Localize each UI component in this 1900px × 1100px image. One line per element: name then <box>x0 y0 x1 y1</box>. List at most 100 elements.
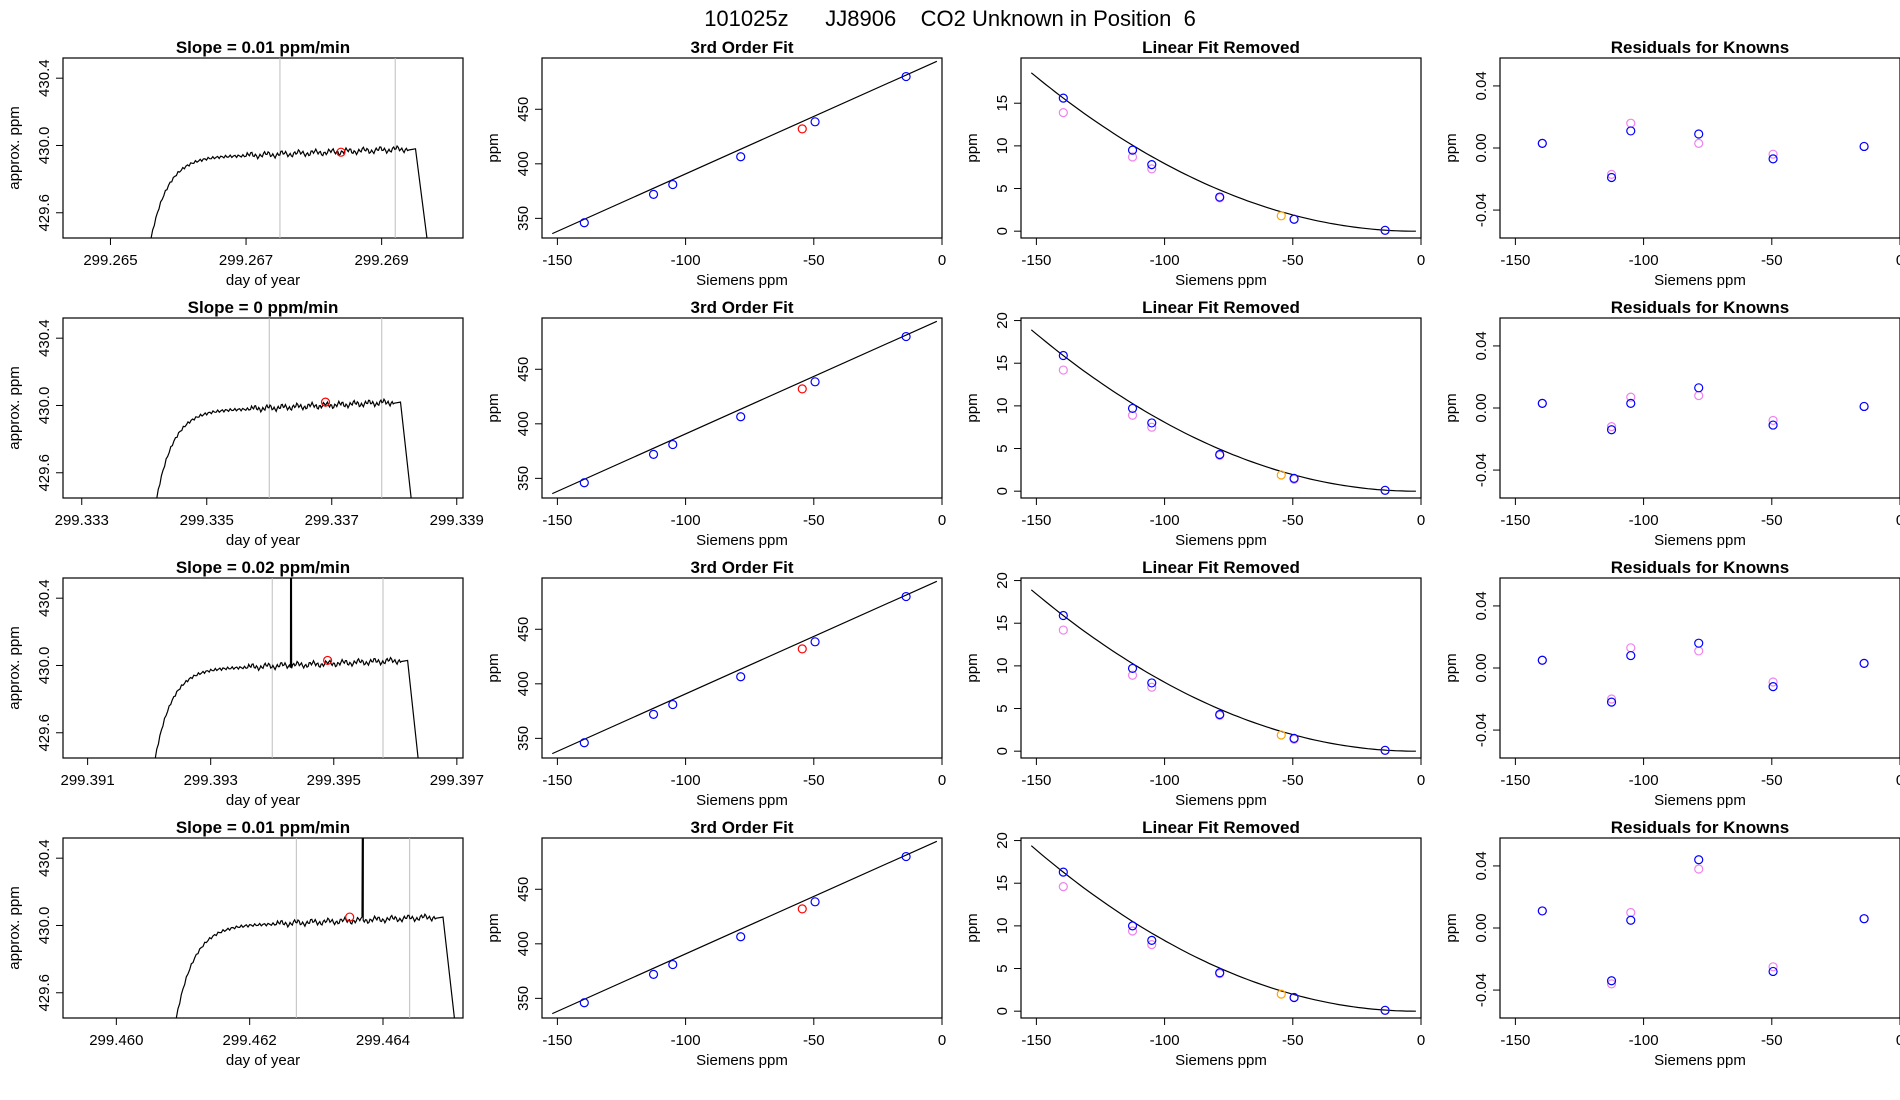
y-axis-label: approx. ppm <box>6 366 23 449</box>
panel-2-3: Linear Fit Removed Siemens ppm ppm -150 -100… <box>964 298 1425 549</box>
y-tick-label: 400 <box>515 671 532 696</box>
known-point <box>1694 855 1704 865</box>
y-tick-label: 429.6 <box>36 454 53 492</box>
x-tick-label: -100 <box>1150 1032 1180 1049</box>
known-point <box>1537 138 1547 148</box>
panel-3-3: Linear Fit Removed Siemens ppm ppm -150 -100… <box>964 558 1425 809</box>
unknown-point <box>1276 730 1286 740</box>
plot-area <box>156 318 412 498</box>
known-point-alt <box>1694 646 1704 656</box>
y-tick-label: 400 <box>515 931 532 956</box>
figure-title: 101025z JJ8906 CO2 Unknown in Position 6 <box>704 6 1196 31</box>
known-point <box>1694 638 1704 648</box>
y-axis-label: approx. ppm <box>6 886 23 969</box>
x-axis-label: Siemens ppm <box>696 272 788 289</box>
known-point <box>1147 160 1157 170</box>
x-tick-label: 299.464 <box>356 1032 410 1049</box>
known-point <box>1537 398 1547 408</box>
x-tick-label: 0 <box>938 252 946 269</box>
known-point-alt <box>1606 694 1617 704</box>
known-point <box>1215 192 1225 202</box>
y-tick-label: 450 <box>515 617 532 642</box>
ppm-trace <box>175 838 456 1018</box>
x-axis-label: Siemens ppm <box>696 792 788 809</box>
y-tick-label: 15 <box>994 355 1011 372</box>
panel-4-3: Linear Fit Removed Siemens ppm ppm -150 -100… <box>964 818 1425 1069</box>
y-axis-label: ppm <box>485 913 502 942</box>
y-tick-label: 15 <box>994 95 1011 112</box>
x-tick-label: 299.460 <box>89 1032 143 1049</box>
x-tick-label: -100 <box>1629 252 1659 269</box>
known-point <box>1289 992 1299 1003</box>
x-tick-label: -50 <box>1282 772 1304 789</box>
x-tick-label: -150 <box>1500 512 1530 529</box>
ppm-trace <box>150 144 428 238</box>
x-tick-label: 0 <box>938 512 946 529</box>
plot-area <box>1537 638 1869 707</box>
known-point <box>579 218 589 228</box>
x-tick-label: -150 <box>1021 772 1051 789</box>
x-tick-label: -150 <box>542 512 572 529</box>
x-tick-label: 0 <box>1417 772 1425 789</box>
ppm-trace <box>154 578 419 758</box>
unknown-marker <box>336 147 346 157</box>
plot-frame <box>1020 317 1422 499</box>
known-point <box>1537 906 1547 916</box>
x-tick-label: 299.395 <box>307 772 361 789</box>
y-tick-label: 430.0 <box>36 127 53 165</box>
y-tick-label: 10 <box>994 398 1011 415</box>
unknown-point <box>1276 211 1286 221</box>
x-tick-label: 299.267 <box>219 252 273 269</box>
panel-2-2: 3rd Order Fit Siemens ppm ppm -150 -100 -50 0 3… <box>485 298 946 549</box>
x-tick-label: 299.337 <box>305 512 359 529</box>
x-tick-label: -50 <box>1282 512 1304 529</box>
y-axis-label: ppm <box>964 393 981 422</box>
known-point <box>1215 449 1225 460</box>
x-tick-label: -150 <box>1021 1032 1051 1049</box>
y-tick-label: 0 <box>994 487 1011 495</box>
known-point-alt <box>1768 149 1778 159</box>
x-axis-label: Siemens ppm <box>1175 1052 1267 1069</box>
panel-title: Slope = 0.01 ppm/min <box>176 38 350 57</box>
panel-2-4: Residuals for Knowns Siemens ppm ppm -150 -1… <box>1443 298 1900 549</box>
known-point-alt <box>1768 962 1778 972</box>
panel-title: Slope = 0.01 ppm/min <box>176 818 350 837</box>
known-point <box>1127 403 1138 414</box>
x-tick-label: -100 <box>1629 1032 1659 1049</box>
known-point <box>1380 485 1390 495</box>
known-point-alt <box>1127 410 1138 420</box>
plot-frame <box>541 837 943 1019</box>
panel-title: Linear Fit Removed <box>1142 818 1300 837</box>
known-point <box>1380 1005 1390 1015</box>
known-point <box>1127 921 1138 931</box>
y-tick-label: 0.00 <box>1473 913 1490 942</box>
known-point <box>1147 418 1157 428</box>
known-point <box>1147 678 1157 688</box>
known-point <box>810 377 820 387</box>
plot-frame <box>1020 577 1422 759</box>
x-tick-label: -50 <box>803 1032 825 1049</box>
known-point-alt <box>1606 169 1617 179</box>
fit-curve <box>1030 329 1416 492</box>
known-point <box>668 959 678 970</box>
y-tick-label: 430.0 <box>36 647 53 685</box>
y-tick-label: 20 <box>994 312 1011 329</box>
x-tick-label: 299.333 <box>55 512 109 529</box>
known-point <box>736 412 746 422</box>
y-tick-label: 5 <box>994 184 1011 192</box>
plot-area <box>552 840 938 1015</box>
known-point <box>1859 658 1869 668</box>
y-axis-label: ppm <box>485 393 502 422</box>
x-tick-label: -50 <box>1761 512 1783 529</box>
plot-area <box>1030 72 1416 235</box>
y-axis-label: ppm <box>964 913 981 942</box>
known-point <box>1058 350 1068 361</box>
x-tick-label: 299.397 <box>430 772 484 789</box>
y-tick-label: 5 <box>994 964 1011 972</box>
plot-area <box>1537 118 1869 183</box>
panel-4-4: Residuals for Knowns Siemens ppm ppm -150 -1… <box>1443 818 1900 1069</box>
unknown-point <box>797 644 807 654</box>
plot-area <box>1537 383 1869 435</box>
known-point <box>1626 650 1636 661</box>
y-tick-label: 10 <box>994 918 1011 935</box>
